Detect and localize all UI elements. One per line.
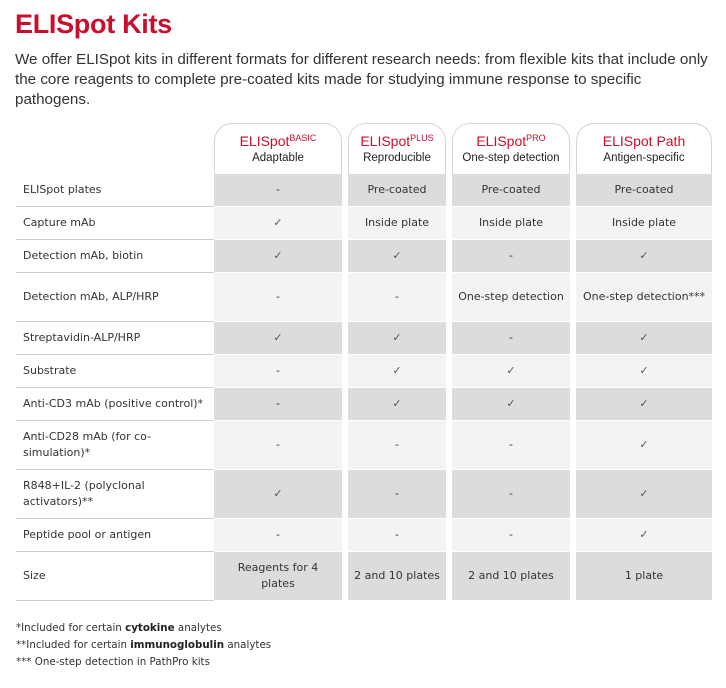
check-icon: ✓ (348, 388, 446, 421)
table-row: Streptavidin-ALP/HRP ✓ ✓ - ✓ (16, 322, 716, 355)
row-label: Anti-CD28 mAb (for co-simulation)* (16, 421, 214, 470)
table-row: Size Reagents for 4 plates 2 and 10 plates… (16, 552, 716, 601)
table-cell: Pre-coated (452, 174, 570, 207)
dash-cell: - (452, 519, 570, 552)
table-cell: Inside plate (348, 207, 446, 240)
dash-cell: - (452, 470, 570, 519)
column-title: ELISpotBASIC (239, 133, 317, 149)
dash-cell: - (214, 421, 342, 470)
table-row: ELISpot plates - Pre-coated Pre-coated Pre-c… (16, 174, 716, 207)
check-icon: ✓ (576, 355, 712, 388)
column-subtitle: Antigen-specific (603, 152, 685, 164)
row-label: ELISpot plates (16, 174, 214, 207)
row-label: Detection mAb, biotin (16, 240, 214, 273)
row-label: Size (16, 552, 214, 601)
check-icon: ✓ (348, 355, 446, 388)
table-cell: Pre-coated (348, 174, 446, 207)
footnotes: *Included for certain cytokine analytes … (16, 620, 271, 671)
column-subtitle: One-step detection (462, 152, 560, 164)
column-title: ELISpot Path (602, 133, 686, 149)
dash-cell: - (348, 519, 446, 552)
row-label: Streptavidin-ALP/HRP (16, 322, 214, 355)
dash-cell: - (214, 388, 342, 421)
table-row: Anti-CD3 mAb (positive control)* - ✓ ✓ ✓ (16, 388, 716, 421)
row-label: Peptide pool or antigen (16, 519, 214, 552)
check-icon: ✓ (576, 388, 712, 421)
table-cell: Inside plate (452, 207, 570, 240)
table-cell: One-step detection (452, 273, 570, 322)
page-title: ELISpot Kits (15, 9, 172, 39)
column-header-basic: ELISpotBASIC Adaptable (214, 123, 342, 174)
check-icon: ✓ (348, 322, 446, 355)
table-cell: Reagents for 4 plates (214, 552, 342, 601)
table-row: R848+IL-2 (polyclonal activators)** ✓ - - ✓ (16, 470, 716, 519)
row-label: Detection mAb, ALP/HRP (16, 273, 214, 322)
dash-cell: - (452, 421, 570, 470)
check-icon: ✓ (214, 322, 342, 355)
check-icon: ✓ (576, 240, 712, 273)
table-cell: 1 plate (576, 552, 712, 601)
check-icon: ✓ (576, 421, 712, 470)
table-cell: 2 and 10 plates (452, 552, 570, 601)
column-header-pro: ELISpotPRO One-step detection (452, 123, 570, 174)
row-label: Capture mAb (16, 207, 214, 240)
table-cell: 2 and 10 plates (348, 552, 446, 601)
check-icon: ✓ (452, 388, 570, 421)
intro-paragraph: We offer ELISpot kits in different forma… (15, 51, 708, 108)
check-icon: ✓ (214, 240, 342, 273)
dash-cell: - (452, 322, 570, 355)
dash-cell: - (348, 273, 446, 322)
column-header-path: ELISpot Path Antigen-specific (576, 123, 712, 174)
column-subtitle: Reproducible (363, 152, 431, 164)
check-icon: ✓ (576, 519, 712, 552)
check-icon: ✓ (214, 207, 342, 240)
table-row: Peptide pool or antigen - - - ✓ (16, 519, 716, 552)
check-icon: ✓ (348, 240, 446, 273)
table-cell: One-step detection*** (576, 273, 712, 322)
check-icon: ✓ (576, 470, 712, 519)
check-icon: ✓ (452, 355, 570, 388)
row-label: Anti-CD3 mAb (positive control)* (16, 388, 214, 421)
table-row: Substrate - ✓ ✓ ✓ (16, 355, 716, 388)
table-row: Capture mAb ✓ Inside plate Inside plate Insi… (16, 207, 716, 240)
row-label: Substrate (16, 355, 214, 388)
table-cell: Pre-coated (576, 174, 712, 207)
table-row: Anti-CD28 mAb (for co-simulation)* - - - ✓ (16, 421, 716, 470)
check-icon: ✓ (214, 470, 342, 519)
table-cell: Inside plate (576, 207, 712, 240)
footnote-cytokine: *Included for certain cytokine analytes (16, 622, 222, 634)
row-label: R848+IL-2 (polyclonal activators)** (16, 470, 214, 519)
check-icon: ✓ (576, 322, 712, 355)
dash-cell: - (348, 470, 446, 519)
column-header-plus: ELISpotPLUS Reproducible (348, 123, 446, 174)
dash-cell: - (348, 421, 446, 470)
column-title: ELISpotPLUS (360, 133, 434, 149)
table-row: Detection mAb, ALP/HRP - - One-step detecti… (16, 273, 716, 322)
dash-cell: - (214, 273, 342, 322)
dash-cell: - (452, 240, 570, 273)
table-row: Detection mAb, biotin ✓ ✓ - ✓ (16, 240, 716, 273)
dash-cell: - (214, 519, 342, 552)
footnote-one-step: *** One-step detection in PathPro kits (16, 656, 210, 668)
dash-cell: - (214, 174, 342, 207)
column-title: ELISpotPRO (476, 133, 546, 149)
dash-cell: - (214, 355, 342, 388)
column-subtitle: Adaptable (252, 152, 304, 164)
footnote-immunoglobulin: **Included for certain immunoglobulin an… (16, 639, 272, 651)
